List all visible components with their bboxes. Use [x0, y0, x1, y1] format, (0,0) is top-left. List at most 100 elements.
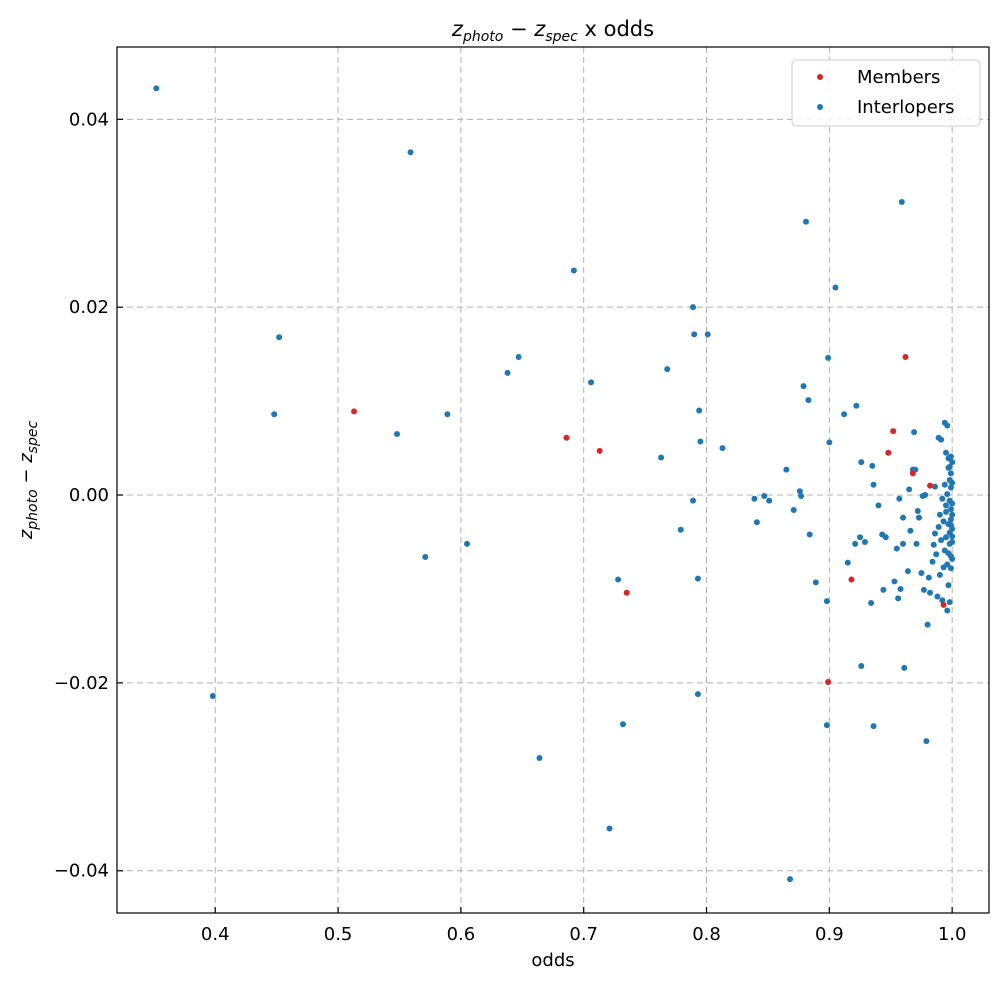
point-interlopers	[893, 545, 900, 552]
x-tick-label: 1.0	[938, 924, 967, 945]
point-interlopers	[766, 497, 773, 504]
point-interlopers	[936, 511, 943, 518]
point-members	[623, 589, 630, 596]
point-interlopers	[515, 353, 522, 360]
y-axis-label: zphoto − zspec	[16, 421, 41, 541]
point-members	[902, 353, 909, 360]
point-interlopers	[913, 540, 920, 547]
axis-ticks: 0.4 0.5 0.6 0.7 0.8 0.9 1.0 −0.04 −0.02 0.00 0.02 0…	[54, 109, 967, 945]
y-tick-label: −0.04	[54, 861, 109, 882]
point-interlopers	[944, 561, 951, 568]
point-interlopers	[934, 593, 941, 600]
point-interlopers	[939, 495, 946, 502]
y-tick-label: 0.00	[69, 485, 109, 506]
point-members	[890, 428, 897, 435]
point-interlopers	[947, 453, 954, 460]
plot-frame	[116, 46, 990, 914]
point-interlopers	[751, 495, 758, 502]
point-interlopers	[444, 411, 451, 418]
legend-label-interlopers: Interlopers	[857, 97, 955, 118]
point-interlopers	[823, 598, 830, 605]
point-interlopers	[796, 488, 803, 495]
point-interlopers	[949, 555, 956, 562]
point-interlopers	[924, 621, 931, 628]
point-interlopers	[800, 383, 807, 390]
point-interlopers	[906, 486, 913, 493]
point-interlopers	[944, 491, 951, 498]
point-interlopers	[606, 825, 613, 832]
point-interlopers	[895, 595, 902, 602]
point-interlopers	[504, 369, 511, 376]
point-interlopers	[882, 534, 889, 541]
point-interlopers	[825, 354, 832, 361]
point-interlopers	[901, 664, 908, 671]
point-interlopers	[694, 691, 701, 698]
point-interlopers	[464, 540, 471, 547]
point-interlopers	[761, 492, 768, 499]
point-interlopers	[891, 578, 898, 585]
point-interlopers	[949, 525, 956, 532]
point-interlopers	[690, 497, 697, 504]
point-interlopers	[803, 218, 810, 225]
point-interlopers	[826, 439, 833, 446]
point-members	[927, 482, 934, 489]
point-interlopers	[904, 568, 911, 575]
point-interlopers	[920, 586, 927, 593]
point-members	[885, 449, 892, 456]
point-interlopers	[946, 599, 953, 606]
point-interlopers	[870, 481, 877, 488]
point-interlopers	[271, 411, 278, 418]
point-interlopers	[677, 526, 684, 533]
point-interlopers	[947, 470, 954, 477]
point-interlopers	[422, 554, 429, 561]
point-interlopers	[925, 574, 932, 581]
point-members	[940, 601, 947, 608]
point-interlopers	[615, 576, 622, 583]
point-interlopers	[812, 579, 819, 586]
point-interlopers	[947, 506, 954, 513]
point-interlopers	[664, 366, 671, 373]
point-interlopers	[861, 538, 868, 545]
point-interlopers	[944, 422, 951, 429]
point-interlopers	[690, 304, 697, 311]
point-members	[909, 470, 916, 477]
point-interlopers	[620, 721, 627, 728]
point-interlopers	[943, 502, 950, 509]
point-interlopers	[900, 514, 907, 521]
point-interlopers	[823, 722, 830, 729]
point-interlopers	[209, 693, 216, 700]
point-interlopers	[753, 519, 760, 526]
point-interlopers	[787, 876, 794, 883]
point-interlopers	[927, 589, 934, 596]
point-interlopers	[570, 267, 577, 274]
point-interlopers	[875, 502, 882, 509]
legend-marker-members	[817, 74, 823, 80]
point-interlopers	[783, 466, 790, 473]
x-tick-label: 0.6	[447, 924, 476, 945]
point-members	[848, 576, 855, 583]
point-interlopers	[658, 454, 665, 461]
point-interlopers	[938, 537, 945, 544]
point-interlopers	[790, 507, 797, 514]
x-tick-label: 0.5	[324, 924, 353, 945]
point-interlopers	[933, 551, 940, 558]
point-interlopers	[858, 459, 865, 466]
point-interlopers	[931, 530, 938, 537]
point-interlopers	[949, 511, 956, 518]
point-interlopers	[407, 149, 414, 156]
point-interlopers	[691, 331, 698, 338]
point-interlopers	[947, 484, 954, 491]
point-members	[596, 447, 603, 454]
point-interlopers	[857, 534, 864, 541]
legend: Members Interlopers	[791, 59, 981, 127]
point-interlopers	[868, 600, 875, 607]
point-interlopers	[943, 449, 950, 456]
point-interlopers	[805, 397, 812, 404]
point-interlopers	[704, 331, 711, 338]
point-interlopers	[938, 436, 945, 443]
point-interlopers	[914, 507, 921, 514]
point-interlopers	[929, 558, 936, 565]
point-interlopers	[696, 407, 703, 414]
point-interlopers	[832, 284, 839, 291]
point-interlopers	[949, 500, 956, 507]
